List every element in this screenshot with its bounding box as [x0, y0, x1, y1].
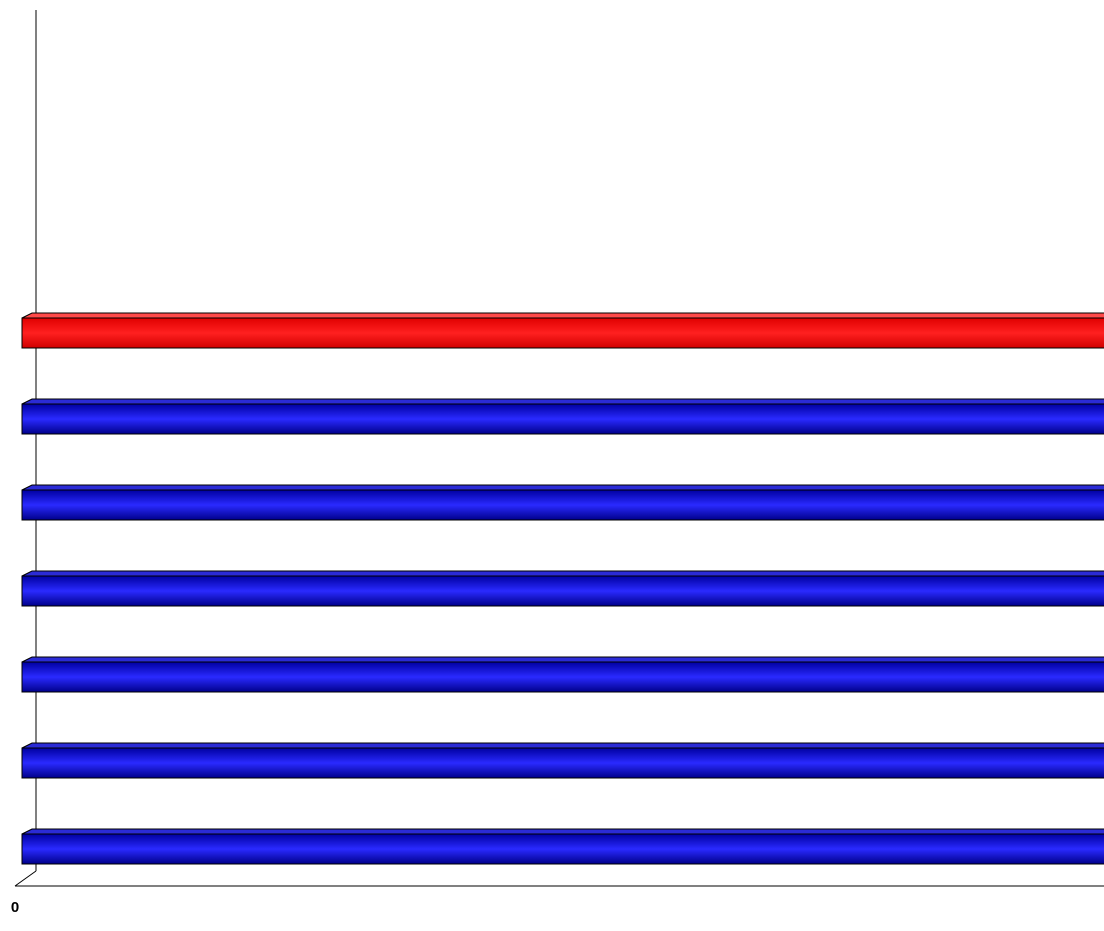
- bar-top-face: [21, 656, 1104, 663]
- bar-top-face: [21, 398, 1104, 405]
- bar-front-face: [21, 833, 1104, 865]
- bar-front-face: [21, 575, 1104, 607]
- x-tick-label: 0: [11, 899, 19, 916]
- bar: [21, 484, 1104, 521]
- bar-top-face: [21, 484, 1104, 491]
- bar-top-face: [21, 570, 1104, 577]
- x-tick: [14, 870, 37, 887]
- bar: [21, 742, 1104, 779]
- bars: [21, 312, 1104, 865]
- bar: [21, 398, 1104, 435]
- bar-front-face: [21, 661, 1104, 693]
- bar-front-face: [21, 317, 1104, 349]
- bar-top-face: [21, 828, 1104, 835]
- x-axis: 010203040506070: [11, 870, 1104, 916]
- bar: [21, 828, 1104, 865]
- bar: [21, 570, 1104, 607]
- bar-front-face: [21, 403, 1104, 435]
- gridlines: [35, 10, 37, 871]
- bar-front-face: [21, 747, 1104, 779]
- bar: [21, 656, 1104, 693]
- bar-top-face: [21, 742, 1104, 749]
- bar-front-face: [21, 489, 1104, 521]
- bar-top-face: [21, 312, 1104, 319]
- bar: [21, 312, 1104, 349]
